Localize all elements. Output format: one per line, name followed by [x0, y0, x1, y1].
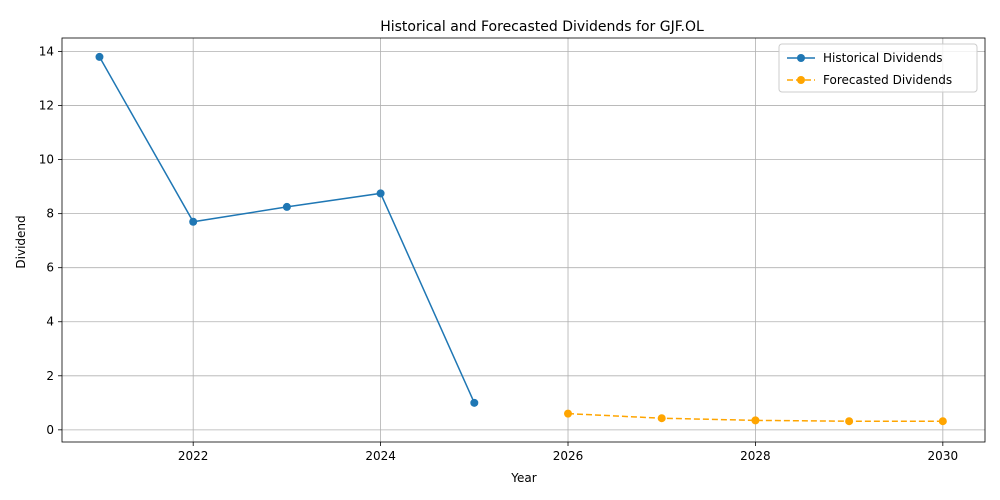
- legend-marker-forecasted: [797, 76, 805, 84]
- y-tick-label-10: 10: [39, 153, 54, 167]
- axes: 2022 2024 2026 2028 2030 0 2 4 6 8 10 12 14: [39, 37, 986, 463]
- data-point-historical-2023: [282, 202, 291, 211]
- y-axis-label: Dividend: [14, 215, 28, 268]
- x-tick-label-2022: 2022: [178, 449, 209, 463]
- data-point-forecasted-2028: [751, 416, 760, 425]
- data-point-historical-2024: [376, 189, 385, 198]
- y-tick-label-8: 8: [46, 207, 54, 221]
- data-point-forecasted-2030: [938, 417, 947, 426]
- y-tick-label-6: 6: [46, 261, 54, 275]
- chart-title: Historical and Forecasted Dividends for …: [380, 19, 704, 35]
- legend-label-historical: Historical Dividends: [823, 51, 943, 65]
- data-point-forecasted-2026: [564, 409, 573, 418]
- x-tick-label-2024: 2024: [365, 449, 396, 463]
- legend-marker-historical: [797, 54, 805, 62]
- y-tick-label-2: 2: [46, 369, 54, 383]
- plot-frame: [61, 37, 986, 443]
- data-point-forecasted-2029: [845, 417, 854, 426]
- x-tick-label-2028: 2028: [740, 449, 771, 463]
- legend: Historical Dividends Forecasted Dividends: [778, 43, 978, 93]
- series-layer: [95, 52, 947, 426]
- y-tick-label-0: 0: [46, 423, 54, 437]
- series-line-historical: [98, 56, 475, 404]
- legend-label-forecasted: Forecasted Dividends: [823, 73, 952, 87]
- x-tick-label-2030: 2030: [928, 449, 959, 463]
- y-tick-label-14: 14: [39, 45, 54, 59]
- x-axis-label: Year: [510, 471, 536, 485]
- data-point-historical-2022: [189, 217, 198, 226]
- y-tick-label-12: 12: [39, 99, 54, 113]
- data-point-historical-2021: [95, 52, 104, 61]
- grid-lines: [62, 38, 985, 442]
- data-point-historical-2025: [470, 398, 479, 407]
- legend-box: [778, 43, 978, 93]
- x-tick-label-2026: 2026: [553, 449, 584, 463]
- y-tick-label-4: 4: [46, 315, 54, 329]
- data-point-forecasted-2027: [657, 414, 666, 423]
